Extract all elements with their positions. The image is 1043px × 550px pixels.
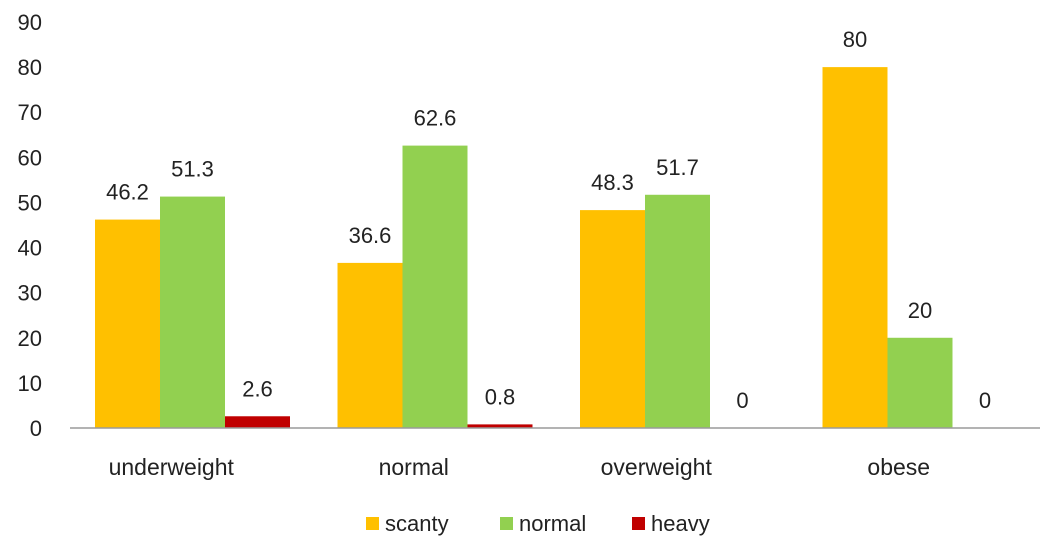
y-tick-label: 80 <box>18 55 42 80</box>
bar-heavy <box>467 424 533 428</box>
data-label: 2.6 <box>242 376 273 401</box>
legend-swatch-heavy <box>632 517 645 530</box>
data-label: 80 <box>843 27 867 52</box>
bar-heavy <box>225 416 290 428</box>
data-label: 20 <box>908 298 932 323</box>
category-label: underweight <box>109 454 235 480</box>
data-label: 0 <box>736 388 748 413</box>
data-label: 51.7 <box>656 155 699 180</box>
bar-group <box>95 67 953 429</box>
bar-scanty <box>580 210 645 428</box>
y-tick-label: 60 <box>18 145 42 170</box>
legend-label: scanty <box>385 511 449 536</box>
y-axis: 0 10 20 30 40 50 60 70 80 90 <box>18 10 42 441</box>
data-label: 48.3 <box>591 170 634 195</box>
bar-scanty <box>822 67 888 428</box>
category-label: overweight <box>601 454 713 480</box>
y-tick-label: 10 <box>18 371 42 396</box>
bar-normal <box>887 337 953 428</box>
bar-scanty <box>337 262 403 428</box>
bar-normal <box>402 145 468 429</box>
category-label: normal <box>379 454 449 480</box>
y-tick-label: 30 <box>18 281 42 306</box>
x-axis-labels: underweight normal overweight obese <box>109 454 930 480</box>
bar-scanty <box>95 219 160 428</box>
category-label: obese <box>867 454 930 480</box>
data-label: 46.2 <box>106 180 149 205</box>
y-tick-label: 20 <box>18 326 42 351</box>
data-labels: 46.2 51.3 2.6 36.6 62.6 0.8 48.3 51.7 0 80 20 0 <box>106 27 991 413</box>
data-label: 62.6 <box>414 106 457 131</box>
data-label: 0 <box>979 388 991 413</box>
legend: scanty normal heavy <box>366 511 710 536</box>
legend-swatch-scanty <box>366 517 379 530</box>
y-tick-label: 70 <box>18 100 42 125</box>
bar-normal <box>645 194 710 428</box>
data-label: 51.3 <box>171 157 214 182</box>
y-tick-label: 90 <box>18 10 42 35</box>
legend-label: normal <box>519 511 586 536</box>
data-label: 0.8 <box>485 384 516 409</box>
y-tick-label: 50 <box>18 190 42 215</box>
y-tick-label: 0 <box>30 416 42 441</box>
legend-swatch-normal <box>500 517 513 530</box>
y-tick-label: 40 <box>18 236 42 261</box>
bar-normal <box>160 196 225 428</box>
data-label: 36.6 <box>349 223 392 248</box>
legend-label: heavy <box>651 511 710 536</box>
